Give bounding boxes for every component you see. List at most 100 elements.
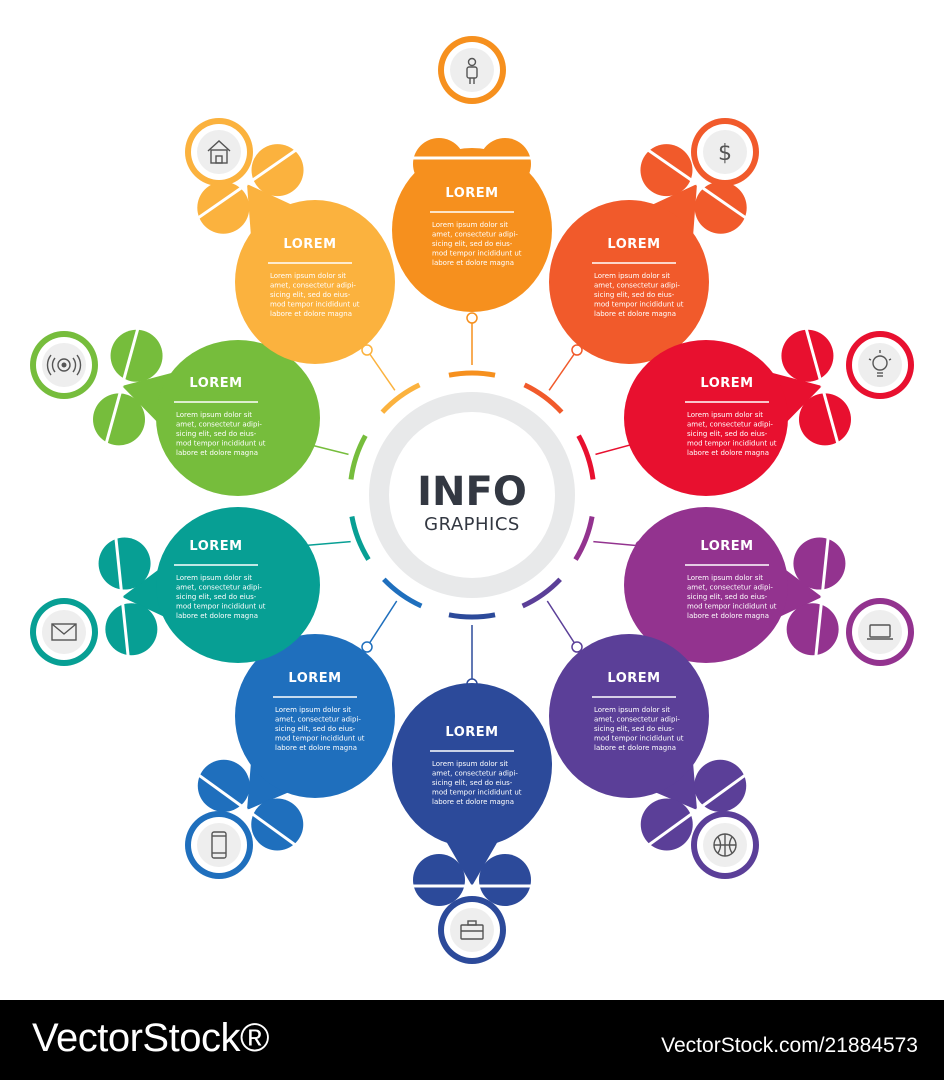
briefcase-icon (460, 920, 484, 940)
lobe-seam (820, 385, 840, 445)
petal-lobe (251, 144, 304, 197)
petal-text-line: Lorem ipsum dolor sit (275, 706, 351, 714)
petal-text-line: mod tempor incididunt ut (176, 440, 266, 448)
petal-text-line: amet, consectetur adipi- (687, 584, 773, 592)
petal-text-line: sicing elit, sed do eius- (687, 430, 768, 438)
petal-lobe (197, 759, 250, 812)
icon-badge-inner (42, 610, 86, 654)
ring-segment (521, 577, 562, 609)
petal-title: LOREM (700, 539, 753, 554)
petal-text-line: mod tempor incididunt ut (275, 735, 365, 743)
house-icon (207, 140, 231, 164)
petal-title: LOREM (607, 237, 660, 252)
lobe-seam (646, 148, 698, 186)
connector-line (548, 349, 578, 391)
icon-badge-inner (450, 48, 494, 92)
connector-line (546, 600, 578, 648)
petal-title: LOREM (445, 725, 498, 740)
ring-segment (382, 577, 423, 609)
laptop-icon (867, 624, 893, 640)
watermark-logo: VectorStock® (32, 1016, 269, 1060)
petal-text-line: Lorem ipsum dolor sit (270, 272, 346, 280)
connector-node (361, 641, 373, 653)
petal-text-line: amet, consectetur adipi- (275, 716, 361, 724)
lightbulb-icon (868, 350, 892, 377)
ring-segment (380, 382, 421, 414)
petal-lobe (98, 537, 151, 590)
petal-lobe (694, 181, 747, 234)
lobe-seam (196, 182, 248, 220)
center-title: INFO (417, 469, 527, 515)
petal-text-line: labore et dolore magna (594, 310, 676, 318)
petal-text-line: amet, consectetur adipi- (270, 282, 356, 290)
petal-text-line: Lorem ipsum dolor sit (594, 706, 670, 714)
wireless-signal-icon (46, 354, 82, 376)
lobe-seam (696, 182, 748, 220)
petal-text-line: mod tempor incididunt ut (594, 735, 684, 743)
basketball-icon (713, 833, 737, 857)
lobe-seam (820, 537, 830, 598)
petal-body (156, 507, 320, 663)
petal-text-line: Lorem ipsum dolor sit (432, 760, 508, 768)
petal-text-line: mod tempor incididunt ut (687, 603, 777, 611)
petal-text-line: labore et dolore magna (432, 259, 514, 267)
petal-text-line: labore et dolore magna (176, 449, 258, 457)
petal-text-line: labore et dolore magna (176, 612, 258, 620)
petal-text-line: labore et dolore magna (270, 310, 352, 318)
petal-10: LOREM Lorem ipsum dolor sit amet, consecte… (185, 118, 395, 364)
center-hub: INFO GRAPHICS (369, 392, 575, 598)
lobe-seam (114, 537, 124, 598)
connector-line (593, 540, 642, 547)
petal-7: LOREM Lorem ipsum dolor sit amet, consecte… (185, 634, 395, 879)
petal-text-line: Lorem ipsum dolor sit (687, 411, 763, 419)
petal-text-line: amet, consectetur adipi- (432, 770, 518, 778)
petal-text-line: sicing elit, sed do eius- (275, 725, 356, 733)
petal-body (624, 340, 788, 496)
petals: LOREM Lorem ipsum dolor sit amet, consecte… (30, 36, 914, 964)
petal-lobe (251, 798, 304, 851)
petal-text-line: Lorem ipsum dolor sit (687, 574, 763, 582)
petal-9: LOREM Lorem ipsum dolor sit amet, consecte… (30, 327, 320, 496)
petal-text-line: sicing elit, sed do eius- (270, 291, 351, 299)
petal-2: $ LOREM Lorem ipsum dolor sit amet, consect… (549, 118, 759, 364)
svg-text:$: $ (718, 141, 732, 166)
connector-node (571, 344, 583, 356)
petal-body (235, 634, 395, 798)
petal-lobe (640, 144, 693, 197)
petal-lobe (781, 329, 834, 382)
petal-lobe (798, 393, 851, 446)
petal-text-line: amet, consectetur adipi- (432, 231, 518, 239)
ring-segment (523, 382, 564, 414)
lobe-seam (104, 385, 124, 445)
petal-3: LOREM Lorem ipsum dolor sit amet, consecte… (624, 327, 914, 496)
ring-segment (348, 434, 368, 480)
petal-8: LOREM Lorem ipsum dolor sit amet, consecte… (30, 507, 320, 666)
petal-body (549, 634, 709, 798)
petal-body (235, 200, 395, 364)
petal-title: LOREM (283, 237, 336, 252)
dollar-icon: $ (718, 141, 732, 166)
petal-text-line: labore et dolore magna (687, 612, 769, 620)
petal-text-line: mod tempor incididunt ut (270, 301, 360, 309)
connector-node (571, 641, 583, 653)
petal-text-line: sicing elit, sed do eius- (594, 725, 675, 733)
lobe-seam (814, 596, 824, 657)
center-ring (348, 370, 596, 620)
person-icon (466, 57, 478, 84)
petal-text-line: amet, consectetur adipi- (594, 282, 680, 290)
lobe-seam (246, 148, 298, 186)
petal-body (392, 683, 552, 847)
connector-line (366, 349, 396, 391)
footer-bar: VectorStock® VectorStock.com/21884573 (0, 1000, 944, 1080)
petal-text-line: sicing elit, sed do eius- (432, 240, 513, 248)
lobe-seam (804, 327, 824, 387)
petal-text-line: sicing elit, sed do eius- (176, 430, 257, 438)
icon-badge-inner (197, 823, 241, 867)
petal-text-line: amet, consectetur adipi- (176, 584, 262, 592)
ring-segment (573, 516, 595, 561)
petal-text-line: amet, consectetur adipi- (594, 716, 680, 724)
icon-badge-inner (197, 130, 241, 174)
petal-6: LOREM Lorem ipsum dolor sit amet, consecte… (392, 683, 552, 964)
petal-text-line: mod tempor incididunt ut (432, 789, 522, 797)
petal-body (624, 507, 788, 663)
